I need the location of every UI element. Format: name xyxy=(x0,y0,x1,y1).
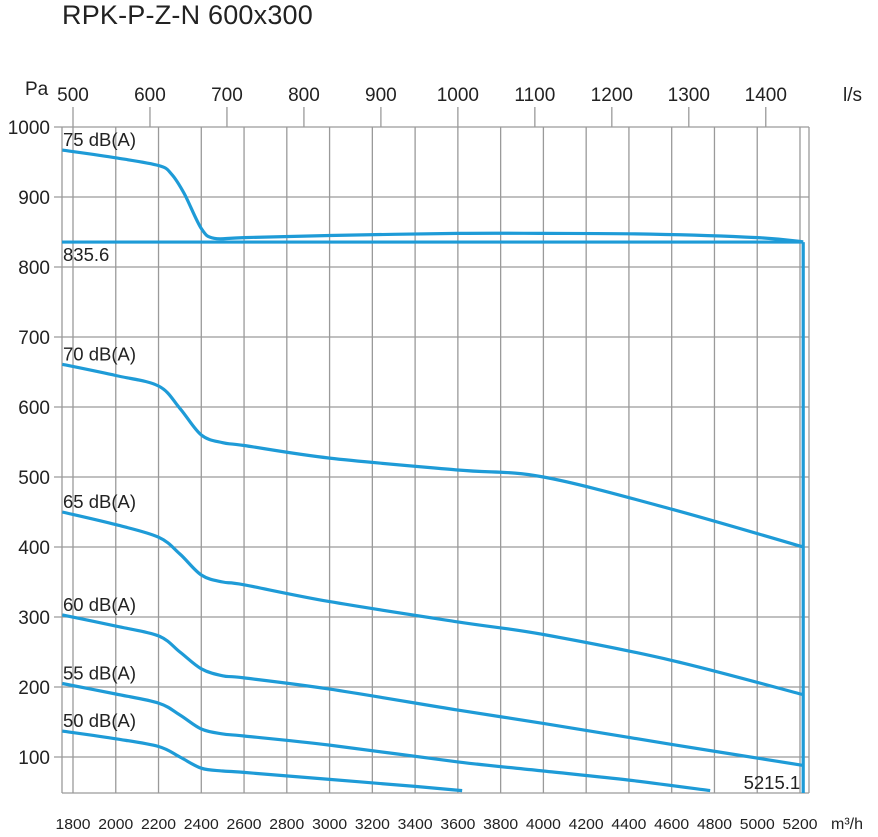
x2-tick-label: 900 xyxy=(365,85,397,106)
series-label: 65 dB(A) xyxy=(63,491,136,512)
x-tick-label: 2400 xyxy=(184,817,219,833)
x-tick-label: 3600 xyxy=(440,817,475,833)
x-tick-label: 2600 xyxy=(227,817,262,833)
series-line-65db xyxy=(61,510,804,697)
series-line-55db xyxy=(62,681,711,793)
x-axis-label: m³/h xyxy=(831,816,863,833)
y-tick-label: 400 xyxy=(18,538,50,559)
x-tick-label: 3000 xyxy=(312,817,347,833)
x-tick-label: 3800 xyxy=(483,817,518,833)
pressure-limit-label: 835.6 xyxy=(63,244,109,265)
series-line-75db xyxy=(62,148,804,244)
series-label: 70 dB(A) xyxy=(63,343,136,364)
y-tick-label: 1000 xyxy=(8,118,50,139)
x2-tick-label: 1200 xyxy=(591,85,633,106)
x-tick-label: 2800 xyxy=(269,817,304,833)
x-tick-label: 3400 xyxy=(398,817,433,833)
x2-tick-label: 1000 xyxy=(437,85,479,106)
x2-axis-label: l/s xyxy=(843,85,862,106)
x-tick-label: 4000 xyxy=(526,817,561,833)
x-tick-label: 5200 xyxy=(782,817,817,833)
x-tick-label: 4600 xyxy=(654,817,689,833)
y-tick-label: 500 xyxy=(18,468,50,489)
series-label: 60 dB(A) xyxy=(63,594,136,615)
series-label: 55 dB(A) xyxy=(63,663,136,684)
x-tick-label: 4800 xyxy=(697,817,732,833)
series-line-70db xyxy=(61,362,804,549)
x-tick-label: 5000 xyxy=(740,817,775,833)
x2-tick-label: 600 xyxy=(134,85,166,106)
series-label: 75 dB(A) xyxy=(63,129,136,150)
y-tick-label: 600 xyxy=(18,398,50,419)
y-tick-label: 900 xyxy=(18,188,50,209)
x-tick-label: 3200 xyxy=(355,817,390,833)
y-tick-label: 100 xyxy=(18,748,50,769)
x2-tick-label: 700 xyxy=(211,85,243,106)
y-axis-label: Pa xyxy=(25,79,49,100)
x2-tick-label: 800 xyxy=(288,85,320,106)
x-tick-label: 2000 xyxy=(98,817,133,833)
x2-tick-label: 1300 xyxy=(668,85,710,106)
flow-limit-label: 5215.1 xyxy=(744,772,801,793)
x-tick-label: 2200 xyxy=(141,817,176,833)
x-tick-label: 1800 xyxy=(56,817,91,833)
x-tick-label: 4200 xyxy=(569,817,604,833)
x2-tick-label: 500 xyxy=(57,85,89,106)
x2-tick-label: 1100 xyxy=(514,85,555,106)
series-line-50db xyxy=(62,729,463,793)
y-tick-label: 300 xyxy=(18,608,50,629)
series-label: 50 dB(A) xyxy=(63,710,136,731)
x-tick-label: 4400 xyxy=(611,817,646,833)
y-tick-label: 700 xyxy=(18,328,50,349)
y-tick-label: 200 xyxy=(18,678,50,699)
x2-tick-label: 1400 xyxy=(745,85,787,106)
series-line-60db xyxy=(61,613,804,767)
y-tick-label: 800 xyxy=(18,258,50,279)
chart-title: RPK-P-Z-N 600x300 xyxy=(62,0,313,30)
